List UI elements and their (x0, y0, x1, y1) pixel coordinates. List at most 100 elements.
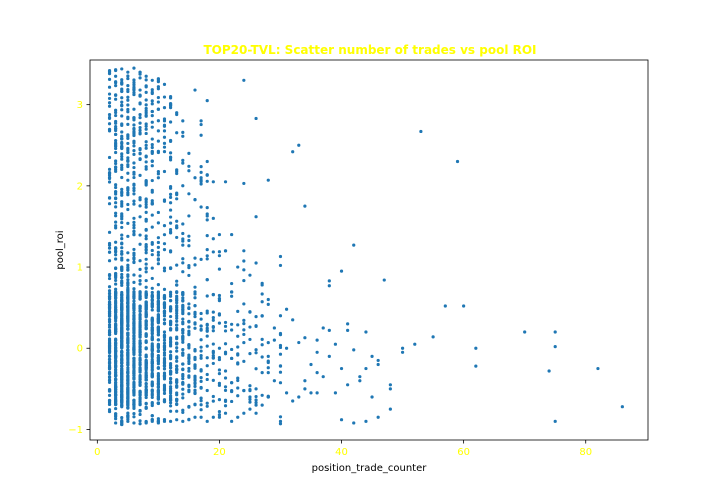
scatter-point (107, 92, 112, 96)
scatter-point (230, 347, 234, 352)
scatter-point (162, 377, 167, 381)
scatter-point (132, 406, 136, 410)
scatter-point (199, 354, 203, 358)
scatter-point (236, 353, 240, 357)
scatter-point (236, 345, 240, 349)
scatter-point (303, 379, 307, 383)
scatter-point (114, 211, 118, 215)
scatter-point (388, 407, 392, 411)
scatter-point (132, 273, 136, 277)
scatter-point (150, 99, 154, 103)
scatter-point (138, 333, 142, 337)
scatter-point (138, 412, 142, 417)
scatter-point (284, 346, 289, 350)
scatter-point (150, 225, 154, 229)
scatter-point (199, 376, 203, 380)
scatter-point (181, 303, 185, 307)
scatter-point (162, 418, 167, 422)
scatter-point (132, 107, 136, 111)
scatter-point (168, 266, 173, 270)
scatter-point (162, 106, 167, 110)
scatter-point (126, 141, 130, 146)
scatter-point (132, 313, 136, 317)
scatter-point (187, 312, 191, 316)
scatter-point (162, 82, 167, 86)
scatter-point (205, 334, 209, 338)
scatter-point (242, 328, 246, 332)
scatter-point (126, 304, 130, 308)
scatter-point (114, 93, 118, 97)
scatter-point (107, 85, 112, 89)
scatter-point (144, 109, 148, 113)
scatter-point (352, 348, 356, 352)
scatter-point (260, 355, 264, 359)
scatter-point (156, 371, 160, 376)
scatter-point (230, 399, 234, 404)
scatter-point (175, 418, 179, 422)
scatter-point (193, 312, 197, 316)
scatter-point (168, 395, 173, 399)
scatter-point (114, 393, 118, 398)
scatter-point (120, 316, 124, 320)
scatter-point (144, 382, 148, 386)
plot-frame (89, 59, 649, 441)
scatter-point (199, 356, 203, 360)
scatter-point (199, 122, 203, 127)
scatter-point (205, 309, 209, 313)
scatter-point (175, 309, 179, 313)
scatter-point (236, 386, 240, 390)
scatter-point (205, 254, 209, 258)
scatter-point (126, 278, 130, 282)
scatter-point (107, 375, 112, 379)
scatter-point (266, 354, 270, 358)
scatter-point (120, 241, 124, 245)
scatter-point (144, 127, 148, 131)
scatter-point (168, 156, 173, 160)
scatter-point (144, 306, 148, 310)
scatter-point (120, 163, 124, 167)
scatter-point (107, 243, 112, 247)
scatter-point (327, 284, 331, 288)
scatter-point (126, 287, 130, 292)
scatter-point (193, 364, 197, 368)
scatter-point (217, 415, 222, 419)
scatter-point (144, 388, 148, 393)
scatter-point (120, 329, 124, 333)
scatter-point (144, 323, 148, 327)
scatter-point (156, 366, 160, 370)
scatter-point (156, 129, 160, 133)
scatter-point (364, 366, 368, 371)
scatter-point (132, 398, 136, 402)
scatter-point (114, 296, 118, 300)
scatter-point (126, 337, 130, 341)
scatter-point (523, 330, 527, 334)
scatter-point (291, 318, 295, 322)
scatter-point (150, 276, 154, 281)
scatter-point (278, 422, 283, 426)
scatter-point (181, 334, 185, 338)
scatter-point (162, 169, 167, 174)
scatter-point (168, 409, 173, 413)
scatter-point (107, 167, 112, 171)
scatter-point (150, 137, 154, 141)
scatter-point (162, 287, 167, 292)
scatter-point (168, 186, 173, 190)
scatter-point (181, 298, 185, 302)
scatter-point (138, 88, 142, 92)
scatter-point (162, 95, 167, 99)
scatter-point (248, 400, 252, 404)
scatter-point (132, 325, 136, 329)
scatter-point (150, 347, 154, 351)
scatter-point (126, 348, 130, 352)
scatter-point (144, 247, 148, 251)
y-tick-label: 3 (77, 100, 83, 111)
scatter-point (120, 335, 124, 339)
scatter-point (114, 240, 118, 244)
scatter-point (107, 366, 112, 370)
plot-area (90, 60, 648, 440)
scatter-point (175, 397, 179, 401)
scatter-point (114, 224, 118, 228)
scatter-point (150, 360, 154, 364)
scatter-point (150, 384, 154, 388)
scatter-point (205, 257, 209, 261)
